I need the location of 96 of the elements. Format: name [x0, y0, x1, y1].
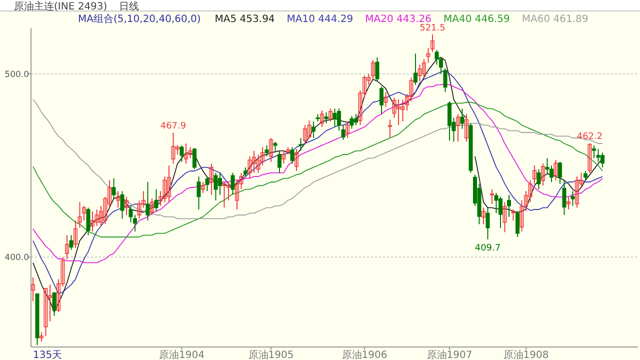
candlestick [375, 56, 380, 82]
candlestick [184, 143, 188, 164]
annotation: 467.9 [160, 122, 186, 132]
candlestick [486, 207, 490, 240]
candlestick [192, 148, 196, 170]
candlestick [128, 205, 133, 223]
annotation: 521.5 [420, 23, 446, 34]
candlestick [269, 138, 273, 162]
candlestick [541, 163, 545, 186]
annotation: 462.2 [576, 132, 603, 142]
annotation: 409.7 [474, 243, 501, 254]
candlestick [456, 114, 460, 142]
candlestick [171, 132, 176, 164]
candlestick [74, 220, 78, 248]
candlestick [201, 182, 205, 194]
candlestick [52, 292, 56, 316]
candlestick [112, 178, 116, 199]
candlestick [507, 194, 511, 218]
candlestick [146, 182, 150, 221]
text: MA40 446.59 [444, 14, 510, 25]
candlestick [570, 190, 575, 206]
candlestick [244, 166, 248, 177]
candlestick [124, 196, 128, 216]
x-tick-label: 原油1905 [248, 349, 294, 360]
x-tick-label: 原油1907 [426, 349, 472, 360]
candlestick [65, 234, 69, 260]
candlestick [116, 190, 120, 208]
chart-subtitle: 日线 [119, 0, 140, 12]
candlestick [273, 141, 278, 152]
candlestick [554, 160, 558, 181]
candlestick [137, 200, 142, 220]
candlestick [511, 209, 516, 221]
candlestick [332, 108, 337, 128]
candlestick [562, 180, 566, 216]
candlestick [264, 144, 269, 157]
text: 135天 [33, 350, 62, 360]
candlestick [31, 276, 35, 302]
candlestick [584, 170, 588, 181]
candlestick [596, 148, 600, 162]
candlestick [210, 163, 214, 196]
candlestick [222, 182, 226, 208]
candlestick [312, 121, 316, 138]
text: MA60 461.89 [522, 14, 588, 25]
candlestick [516, 210, 520, 238]
candlestick [320, 110, 324, 128]
candlestick [588, 142, 592, 174]
candlestick [205, 176, 210, 192]
candlestick [482, 207, 486, 225]
candlestick [230, 172, 235, 196]
candlestick [324, 112, 328, 124]
candlestick [150, 198, 154, 216]
candlestick [290, 146, 294, 164]
candlestick [78, 202, 82, 228]
text: MA10 444.29 [286, 14, 354, 25]
candlestick [298, 138, 303, 152]
x-tick-label: 原油1908 [503, 349, 549, 360]
legend-title: MA组合(5,10,20,40,60,0) [78, 13, 201, 25]
candlestick [328, 108, 332, 122]
text: MA20 443.26 [365, 14, 432, 25]
candlestick [282, 150, 286, 164]
candlestick [44, 288, 48, 336]
candlestick [566, 196, 570, 210]
chart-title: 原油主连(INE 2493) [14, 0, 108, 12]
candlestick [464, 114, 468, 142]
x-tick-label: 原油1906 [342, 349, 388, 360]
candlestick [600, 152, 604, 168]
candlestick [414, 53, 418, 86]
candlestick [180, 144, 184, 162]
candlestick [120, 190, 124, 220]
candlestick [69, 234, 74, 250]
candlestick [536, 168, 541, 190]
candlestick [460, 108, 464, 130]
candlestick [294, 148, 298, 172]
candlestick [350, 116, 354, 130]
candlestick [490, 188, 494, 204]
candlestick [196, 176, 201, 210]
candlestick [592, 144, 596, 159]
y-tick-label: 500.0 [4, 70, 29, 80]
candlestick [558, 161, 562, 184]
candlestick [384, 92, 388, 108]
candlestick [346, 121, 350, 138]
candlestick [154, 188, 158, 212]
candlestick [162, 176, 167, 203]
candlestick [40, 332, 44, 342]
candlestick [248, 156, 252, 179]
candlestick [94, 209, 99, 226]
candlestick [235, 180, 239, 210]
x-tick-label: 原油1904 [159, 349, 204, 360]
candlestick [388, 119, 392, 138]
text: MA5 453.94 [214, 14, 275, 25]
candlestick [502, 202, 507, 233]
candlestick [214, 172, 218, 201]
y-tick-label: 400.0 [4, 253, 29, 264]
candlestick [380, 86, 384, 115]
candlestick [278, 150, 282, 174]
candlestick [86, 207, 90, 236]
